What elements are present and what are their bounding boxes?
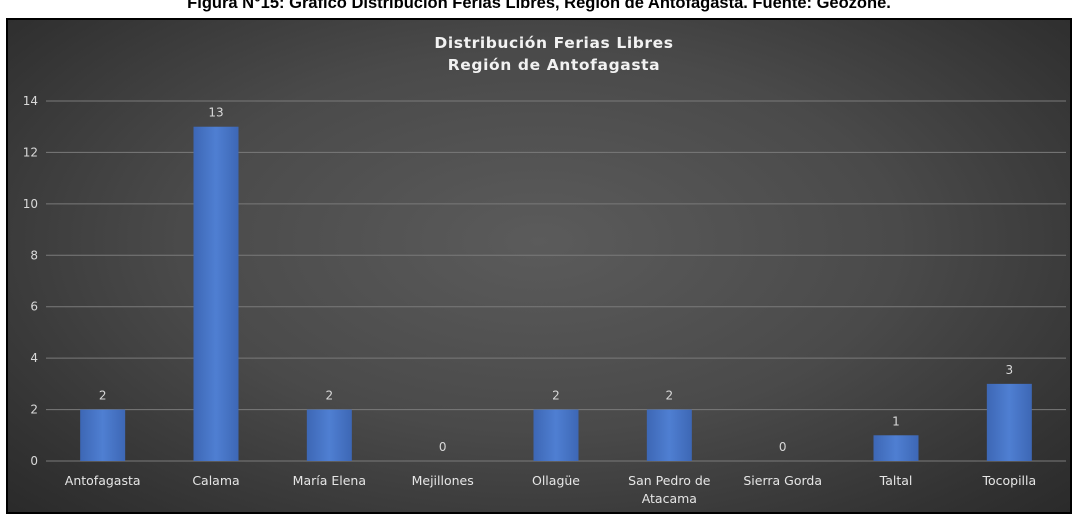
category-label: Tocopilla bbox=[981, 473, 1036, 488]
data-label: 0 bbox=[439, 440, 447, 454]
chart-title-line: Región de Antofagasta bbox=[448, 56, 660, 74]
bars bbox=[80, 126, 1032, 461]
y-tick-label: 2 bbox=[30, 403, 38, 417]
data-label: 3 bbox=[1006, 363, 1014, 377]
y-tick-label: 0 bbox=[30, 454, 38, 468]
y-tick-label: 8 bbox=[30, 248, 38, 262]
bar bbox=[80, 409, 126, 461]
chart-title: Distribución Ferias Libres Región de Anto… bbox=[434, 34, 673, 74]
bar bbox=[533, 409, 579, 461]
bar-chart: Distribución Ferias Libres Región de Anto… bbox=[23, 34, 1066, 506]
category-label: Sierra Gorda bbox=[743, 473, 822, 488]
chart-title-line: Distribución Ferias Libres bbox=[434, 34, 673, 52]
data-label: 2 bbox=[99, 389, 107, 403]
data-label: 2 bbox=[552, 389, 560, 403]
data-label: 2 bbox=[326, 389, 334, 403]
chart-frame: Distribución Ferias Libres Región de Anto… bbox=[6, 18, 1072, 514]
y-tick-label: 10 bbox=[23, 197, 38, 211]
data-label: 0 bbox=[779, 440, 787, 454]
bar bbox=[306, 409, 352, 461]
category-label: Mejillones bbox=[412, 473, 474, 488]
y-tick-label: 6 bbox=[30, 300, 38, 314]
data-label: 13 bbox=[208, 106, 223, 120]
category-label: Calama bbox=[192, 473, 239, 488]
bar bbox=[873, 435, 919, 461]
data-label: 2 bbox=[666, 389, 674, 403]
figure-caption: Figura N°15: Gráfico Distribución Ferias… bbox=[187, 0, 891, 12]
y-tick-label: 14 bbox=[23, 94, 38, 108]
y-tick-label: 12 bbox=[23, 145, 38, 159]
category-label: María Elena bbox=[293, 473, 366, 488]
y-tick-label: 4 bbox=[30, 351, 38, 365]
category-label: Atacama bbox=[642, 491, 697, 506]
bar bbox=[193, 126, 239, 461]
category-label: Ollagüe bbox=[532, 473, 580, 488]
category-label: Taltal bbox=[879, 473, 913, 488]
bar bbox=[986, 383, 1032, 461]
data-label: 1 bbox=[892, 414, 900, 428]
category-label: San Pedro de bbox=[628, 473, 711, 488]
category-label: Antofagasta bbox=[65, 473, 141, 488]
x-axis-categories: Antofagasta Calama María Elena Mejillones Ol… bbox=[65, 473, 1036, 506]
bar bbox=[646, 409, 692, 461]
y-axis-ticks: 0 2 4 6 8 10 12 14 bbox=[23, 94, 38, 468]
